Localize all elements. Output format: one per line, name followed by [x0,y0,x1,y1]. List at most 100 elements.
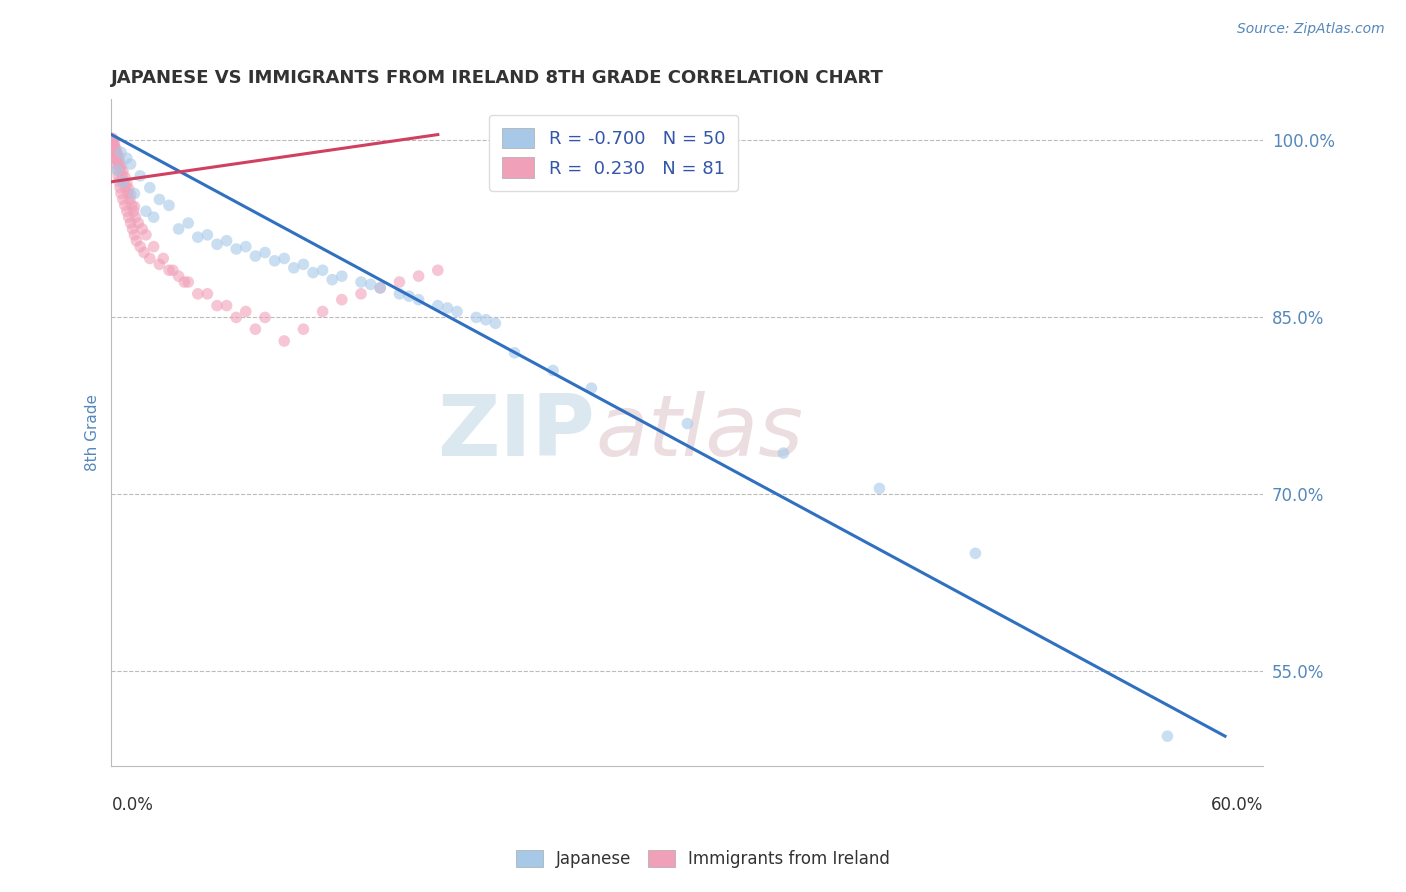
Point [108,153,131,167]
Point [225,310,247,325]
Point [330,293,353,307]
Point [115,176,138,190]
Point [115,204,138,219]
Point [187,230,209,244]
Point [120,157,142,171]
Point [388,286,411,301]
Point [118,182,141,196]
Point [105,146,128,161]
Point [446,304,468,318]
Point [868,482,890,496]
Point [105,163,128,178]
Point [121,198,143,212]
Point [408,269,430,284]
Point [101,131,124,145]
Point [187,286,209,301]
Point [135,227,157,242]
Point [484,316,506,330]
Point [215,299,238,313]
Point [110,145,132,160]
Point [197,227,219,242]
Point [139,252,162,266]
Point [142,239,165,253]
Point [426,299,449,313]
Point [114,198,136,212]
Point [114,180,136,194]
Point [139,180,162,194]
Point [135,204,157,219]
Point [110,158,132,172]
Point [350,286,373,301]
Point [114,169,136,184]
Point [107,157,129,171]
Point [1156,729,1178,743]
Point [311,263,333,277]
Point [152,252,174,266]
Point [245,322,267,336]
Point [426,263,449,277]
Point [142,210,165,224]
Point [103,139,125,153]
Point [263,253,285,268]
Point [148,257,170,271]
Point [965,546,987,560]
Point [124,227,146,242]
Point [118,210,141,224]
Point [541,363,564,377]
Point [115,151,138,165]
Point [676,417,699,431]
Point [581,381,603,395]
Point [368,281,391,295]
Point [129,169,152,183]
Point [360,277,382,292]
Point [205,299,228,313]
Point [292,257,315,271]
Point [108,175,131,189]
Point [104,140,127,154]
Text: atlas: atlas [595,391,803,474]
Point [108,180,131,194]
Point [235,239,257,253]
Point [253,245,276,260]
Point [120,216,142,230]
Point [148,193,170,207]
Point [503,346,526,360]
Point [127,216,149,230]
Legend: R = -0.700   N = 50, R =  0.230   N = 81: R = -0.700 N = 50, R = 0.230 N = 81 [489,115,738,191]
Point [330,269,353,284]
Point [104,145,127,160]
Point [108,160,131,174]
Point [111,169,134,183]
Point [107,149,129,163]
Point [292,322,315,336]
Point [105,151,128,165]
Point [173,275,195,289]
Point [122,204,145,219]
Text: 60.0%: 60.0% [1211,796,1264,814]
Point [157,198,180,212]
Point [772,446,794,460]
Point [110,186,132,201]
Point [107,154,129,169]
Point [273,252,295,266]
Point [398,289,420,303]
Point [436,301,458,315]
Point [388,275,411,289]
Point [103,135,125,149]
Legend: Japanese, Immigrants from Ireland: Japanese, Immigrants from Ireland [509,843,897,875]
Text: Source: ZipAtlas.com: Source: ZipAtlas.com [1237,22,1385,37]
Text: ZIP: ZIP [437,391,595,474]
Point [129,239,152,253]
Point [167,222,190,236]
Point [105,157,128,171]
Text: 0.0%: 0.0% [111,796,153,814]
Point [103,139,125,153]
Point [408,293,430,307]
Point [118,193,141,207]
Point [177,275,200,289]
Point [235,304,257,318]
Point [104,151,127,165]
Point [162,263,184,277]
Point [465,310,488,325]
Point [475,312,498,326]
